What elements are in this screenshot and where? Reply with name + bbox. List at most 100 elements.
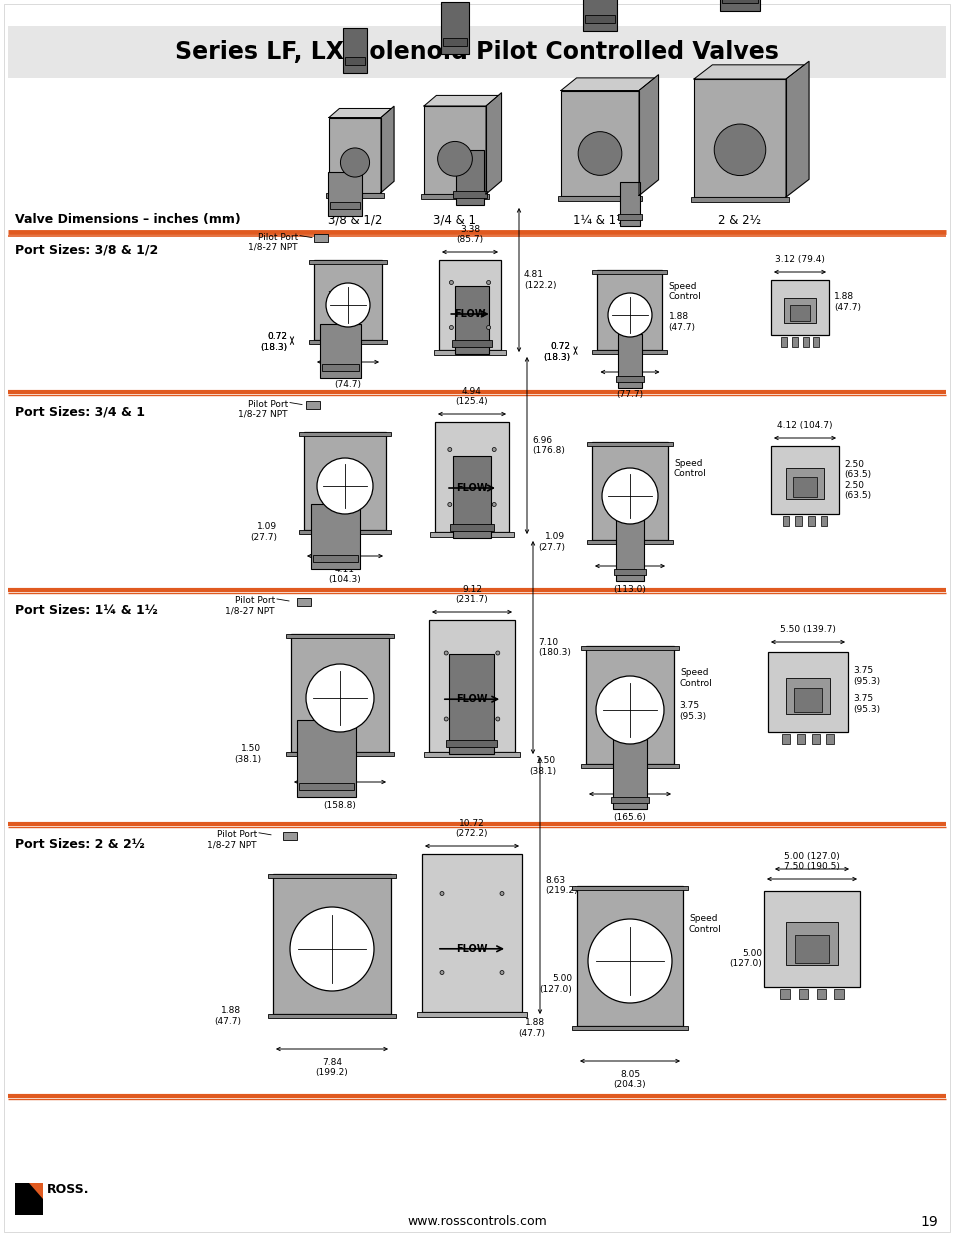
Text: 4.45
(113.0): 4.45 (113.0) [613, 576, 646, 594]
Bar [693, 79, 785, 198]
Bar [807, 516, 815, 526]
Text: 7.84
(199.2): 7.84 (199.2) [315, 1058, 348, 1077]
Bar [577, 885, 682, 1026]
Bar [456, 149, 483, 205]
Bar [763, 890, 859, 987]
Text: 1.09
(27.7): 1.09 (27.7) [537, 532, 564, 552]
Text: 3.12 (79.4): 3.12 (79.4) [774, 254, 824, 264]
Text: Pilot Port
1/8-27 NPT: Pilot Port 1/8-27 NPT [238, 400, 288, 419]
Bar [313, 555, 357, 562]
Circle shape [444, 718, 448, 721]
Bar [268, 874, 395, 878]
Text: 5.00
(127.0): 5.00 (127.0) [538, 974, 572, 994]
Circle shape [496, 718, 499, 721]
Bar [586, 442, 672, 446]
Text: Port Sizes: 3/4 & 1: Port Sizes: 3/4 & 1 [15, 405, 145, 419]
Bar [449, 524, 494, 531]
Text: 6.25
(158.8): 6.25 (158.8) [323, 790, 356, 810]
Bar [345, 57, 365, 64]
Bar [572, 885, 687, 890]
Circle shape [439, 892, 443, 895]
Bar [783, 298, 815, 322]
Text: 8.63
(219.2): 8.63 (219.2) [544, 876, 577, 895]
Bar [435, 422, 509, 532]
Polygon shape [693, 65, 803, 79]
Text: 0.72
(18.3): 0.72 (18.3) [543, 342, 570, 362]
Text: 10.72
(272.2): 10.72 (272.2) [456, 819, 488, 839]
Text: X-1: X-1 [304, 932, 319, 942]
Bar [618, 335, 641, 388]
Polygon shape [639, 75, 658, 195]
Text: 6.96
(176.8): 6.96 (176.8) [532, 436, 564, 456]
Bar [291, 634, 389, 752]
Text: 3.38
(85.7): 3.38 (85.7) [456, 225, 483, 245]
Bar [298, 530, 391, 534]
Text: www.rosscontrols.com: www.rosscontrols.com [407, 1215, 546, 1228]
Bar [784, 923, 838, 966]
Circle shape [587, 919, 671, 1003]
Text: Valve Dimensions – inches (mm): Valve Dimensions – inches (mm) [15, 214, 240, 226]
Bar [781, 516, 788, 526]
Text: Speed
Control: Speed Control [688, 914, 721, 934]
Text: 1¼ & 1½: 1¼ & 1½ [572, 214, 626, 226]
Bar [793, 688, 821, 711]
Bar [309, 340, 387, 345]
Bar [597, 270, 661, 350]
Bar [580, 646, 679, 650]
Text: 5.00 (127.0): 5.00 (127.0) [783, 852, 839, 861]
Circle shape [447, 447, 452, 452]
Text: 19: 19 [920, 1215, 937, 1229]
Bar [440, 2, 469, 54]
Circle shape [316, 458, 373, 514]
Bar [452, 456, 491, 538]
Bar [438, 261, 500, 350]
Bar [721, 0, 758, 2]
Text: FLOW: FLOW [454, 309, 485, 319]
Text: 2.94
(74.7): 2.94 (74.7) [335, 370, 361, 389]
Circle shape [578, 132, 621, 175]
Text: 2.50
(63.5): 2.50 (63.5) [843, 480, 870, 500]
Text: 3.75
(95.3): 3.75 (95.3) [679, 701, 705, 720]
Text: Speed
Control: Speed Control [668, 282, 700, 301]
Text: 5.00
(127.0): 5.00 (127.0) [728, 948, 761, 968]
Bar [825, 734, 834, 743]
Bar [833, 989, 842, 999]
Bar [618, 182, 639, 226]
Bar [780, 989, 789, 999]
Text: FLOW: FLOW [456, 483, 487, 493]
Bar [306, 401, 320, 409]
Text: 7.50 (190.5): 7.50 (190.5) [783, 862, 839, 871]
Bar [795, 516, 801, 526]
Bar [802, 337, 808, 347]
Text: Speed
Control: Speed Control [679, 668, 712, 688]
Bar [423, 106, 485, 194]
Bar [420, 194, 489, 199]
Bar [614, 569, 645, 576]
Bar [329, 203, 359, 209]
Bar [286, 634, 394, 638]
Bar [816, 989, 825, 999]
Circle shape [486, 326, 490, 330]
Text: 4.94
(125.4): 4.94 (125.4) [456, 387, 488, 406]
Circle shape [306, 664, 374, 732]
Bar [322, 364, 359, 370]
Bar [298, 432, 391, 436]
Text: FLOW: FLOW [456, 694, 487, 704]
Bar [770, 280, 828, 335]
Text: Pilot Port
1/8-27 NPT: Pilot Port 1/8-27 NPT [208, 830, 256, 850]
Circle shape [439, 971, 443, 974]
Bar [789, 305, 809, 321]
Bar [442, 38, 467, 46]
Bar [273, 874, 391, 1014]
Polygon shape [785, 62, 808, 198]
Text: 7.10
(180.3): 7.10 (180.3) [537, 637, 570, 657]
Bar [421, 853, 521, 1011]
Bar [791, 337, 797, 347]
Bar [811, 734, 820, 743]
Bar [580, 764, 679, 768]
Bar [311, 504, 359, 569]
Bar [785, 468, 822, 499]
Text: 3.75
(95.3): 3.75 (95.3) [852, 667, 880, 685]
Bar [796, 734, 804, 743]
Circle shape [492, 503, 496, 506]
